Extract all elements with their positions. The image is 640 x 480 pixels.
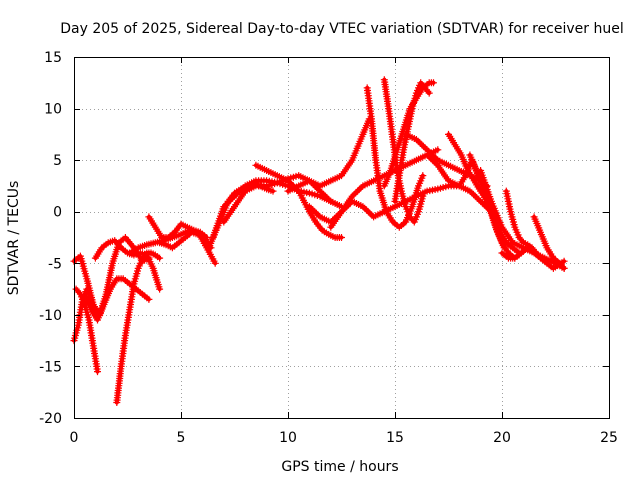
series-pass-ab <box>530 213 568 272</box>
data-point <box>434 146 442 154</box>
data-point <box>338 234 345 241</box>
data-point <box>156 254 164 262</box>
x-tick-label: 15 <box>386 430 404 446</box>
data-point <box>327 197 335 205</box>
x-tick-label: 25 <box>600 430 618 446</box>
y-tick-label: -5 <box>48 256 62 272</box>
x-axis-label: GPS time / hours <box>281 459 398 475</box>
series-pass-h <box>145 213 211 241</box>
data-point <box>141 251 149 259</box>
x-tick-label: 0 <box>70 430 79 446</box>
y-tick-label: -10 <box>39 308 62 324</box>
data-point <box>156 285 164 293</box>
data-point <box>532 249 540 257</box>
y-tick-label: -15 <box>39 359 62 375</box>
plot-frame <box>74 57 610 419</box>
data-point <box>75 289 83 296</box>
y-tick-label: -20 <box>39 411 62 427</box>
series-pass-aa <box>502 187 540 257</box>
series-pass-d <box>81 275 153 324</box>
data-point <box>225 197 233 205</box>
data-point <box>354 187 362 195</box>
series-pass-t <box>391 79 433 205</box>
axis-ticks <box>74 57 610 419</box>
data-point <box>211 259 219 267</box>
data-point <box>419 192 427 200</box>
series-pass-z <box>498 244 568 272</box>
series-pass-b <box>72 285 101 376</box>
data-point <box>560 257 568 265</box>
data-point <box>424 87 432 95</box>
y-tick-label: 10 <box>44 102 62 118</box>
data-point <box>364 208 372 216</box>
x-tick-label: 20 <box>493 430 511 446</box>
series-pass-n <box>284 115 373 195</box>
data-point <box>560 264 568 272</box>
data-point <box>559 263 567 271</box>
data-point <box>145 295 153 303</box>
data-point <box>311 208 319 216</box>
y-axis-tick-labels: -20 -15 -10 -5 0 5 10 15 <box>39 50 62 427</box>
x-tick-label: 5 <box>177 430 186 446</box>
data-series-layer <box>70 76 568 406</box>
data-point <box>269 187 277 195</box>
series-pass-q <box>363 84 427 231</box>
series-pass-f <box>113 249 164 406</box>
data-point <box>430 79 437 87</box>
data-point <box>94 368 101 376</box>
x-axis-tick-labels: 0 5 10 15 20 25 <box>70 430 618 446</box>
y-tick-label: 0 <box>53 205 62 221</box>
data-point <box>419 172 427 180</box>
y-tick-label: 15 <box>44 50 62 66</box>
data-point <box>418 141 426 149</box>
data-point <box>531 247 539 255</box>
chart-title: Day 205 of 2025, Sidereal Day-to-day VTE… <box>60 21 623 37</box>
x-tick-label: 10 <box>279 430 297 446</box>
data-point <box>425 89 433 97</box>
y-tick-label: 5 <box>53 153 62 169</box>
y-axis-label: SDTVAR / TECUs <box>6 181 22 296</box>
